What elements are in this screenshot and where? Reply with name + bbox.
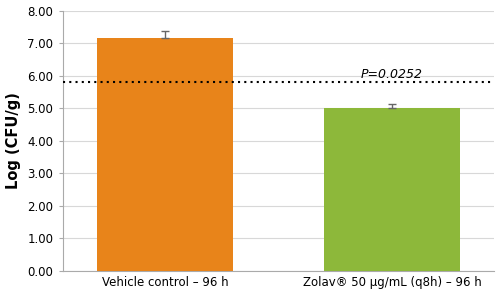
Bar xyxy=(324,108,460,271)
Y-axis label: Log (CFU/g): Log (CFU/g) xyxy=(6,92,20,189)
Text: P=0.0252: P=0.0252 xyxy=(361,68,423,81)
Bar xyxy=(96,38,233,271)
